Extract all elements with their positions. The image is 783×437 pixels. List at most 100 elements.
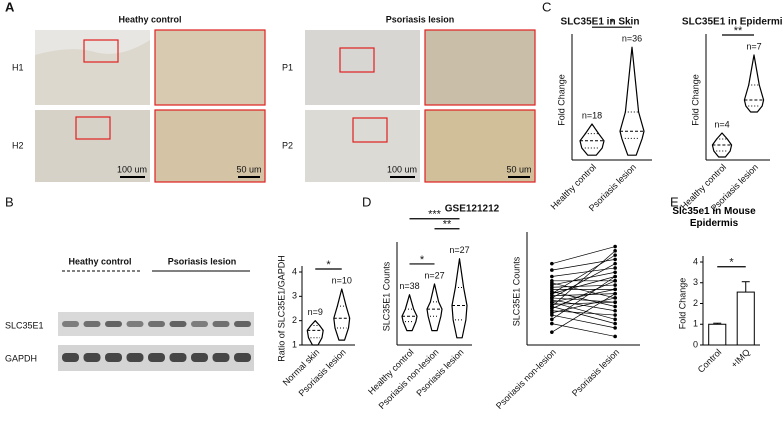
chart-title: Slc35e1 in Mouse Epidermis (672, 206, 756, 229)
pair-line (551, 323, 616, 337)
inset-box (83, 39, 119, 63)
significance-label: * (610, 17, 615, 29)
band (169, 321, 187, 327)
y-axis-label: SLC35E1 Counts (511, 256, 521, 326)
n-label: n=27 (424, 270, 444, 280)
violin (619, 46, 645, 156)
point (613, 274, 617, 279)
point (550, 321, 554, 326)
band-label: GAPDH (5, 353, 37, 363)
y-axis-label: Ratio of SLC35E1/GAPDH (276, 255, 286, 362)
pair-line (551, 291, 616, 307)
scale-label: 100 um (117, 164, 147, 174)
pair-line (551, 280, 616, 309)
y-axis-label: Fold Change (556, 74, 566, 126)
row-label: P1 (282, 62, 293, 72)
band (148, 321, 165, 327)
x-tick-label: Control (696, 347, 724, 375)
image-h2 (35, 110, 150, 182)
pair-line (551, 276, 616, 320)
panel-label: B (5, 194, 14, 209)
violin (401, 294, 418, 332)
point (613, 326, 617, 330)
image-h1-zoom (154, 29, 266, 106)
point (613, 334, 617, 339)
band (234, 353, 251, 362)
band (191, 353, 208, 362)
significance-label: *** (428, 209, 442, 221)
point (613, 270, 617, 275)
band (212, 353, 230, 362)
violin (579, 123, 605, 156)
image-p2-zoom (424, 109, 536, 183)
point (613, 308, 617, 313)
violin (333, 288, 351, 341)
y-tick-label: 3 (292, 291, 297, 301)
x-tick-label: Psoriasis non-lesion (494, 347, 558, 411)
y-axis-label: SLC35E1 Counts (381, 261, 391, 331)
group-label: Psoriasis lesion (168, 256, 237, 266)
band-label: SLC35E1 (5, 320, 44, 330)
band (234, 321, 251, 327)
significance-label: * (420, 254, 425, 266)
y-tick-label: 1 (693, 319, 698, 329)
point (613, 261, 617, 266)
significance-label: * (326, 259, 331, 271)
blot-bands (62, 321, 251, 362)
inset-box (339, 47, 375, 73)
n-label: n=7 (746, 41, 761, 51)
point (613, 304, 617, 309)
chart-title: SLC35E1 in Epidermis (682, 17, 783, 28)
pair-line (551, 314, 616, 329)
inset-box (352, 117, 388, 143)
band (169, 353, 187, 362)
image-p1-zoom (424, 29, 536, 106)
pair-line (551, 263, 616, 299)
n-label: n=4 (714, 119, 729, 129)
violin (306, 320, 324, 346)
point (613, 279, 617, 283)
point (613, 244, 617, 249)
scale-label: 100 um (387, 164, 417, 174)
y-tick-label: 2 (693, 298, 698, 308)
pair-line (551, 254, 616, 294)
n-label: n=36 (622, 34, 642, 44)
pair-line (551, 282, 616, 299)
band (148, 353, 165, 362)
pair-line (551, 297, 616, 303)
column-header: Heathy control (118, 14, 181, 24)
pair-line (551, 301, 616, 320)
point (550, 268, 554, 272)
point (550, 313, 554, 317)
point (613, 253, 617, 257)
y-tick-label: 2 (292, 315, 297, 325)
pair-line (551, 289, 616, 303)
violin (426, 283, 443, 332)
panel-label: E (670, 194, 679, 209)
band (105, 353, 122, 362)
x-tick-label: Psoriasis lesion (570, 347, 621, 398)
pair-line (551, 293, 616, 333)
y-tick-label: 1 (292, 339, 297, 349)
panel-label: D (362, 194, 371, 209)
point (613, 300, 617, 305)
y-axis-label: Fold Change (690, 74, 700, 126)
row-label: H2 (12, 140, 24, 150)
band (191, 321, 208, 327)
point (613, 291, 617, 296)
significance-label: ** (443, 219, 452, 231)
point (550, 317, 554, 322)
pair-line (551, 276, 616, 294)
violin (451, 258, 468, 339)
chart-title-box: Slc35e1 in Mouse Epidermis (672, 206, 756, 229)
point (613, 257, 617, 262)
histology-images (35, 29, 536, 183)
point (613, 321, 617, 326)
band (62, 321, 79, 327)
bar (736, 291, 755, 346)
point (550, 261, 554, 266)
band (83, 321, 101, 327)
y-tick-label: 0 (693, 339, 698, 349)
chart-title: SLC35E1 in Skin (561, 17, 640, 28)
inset-box (75, 116, 111, 140)
